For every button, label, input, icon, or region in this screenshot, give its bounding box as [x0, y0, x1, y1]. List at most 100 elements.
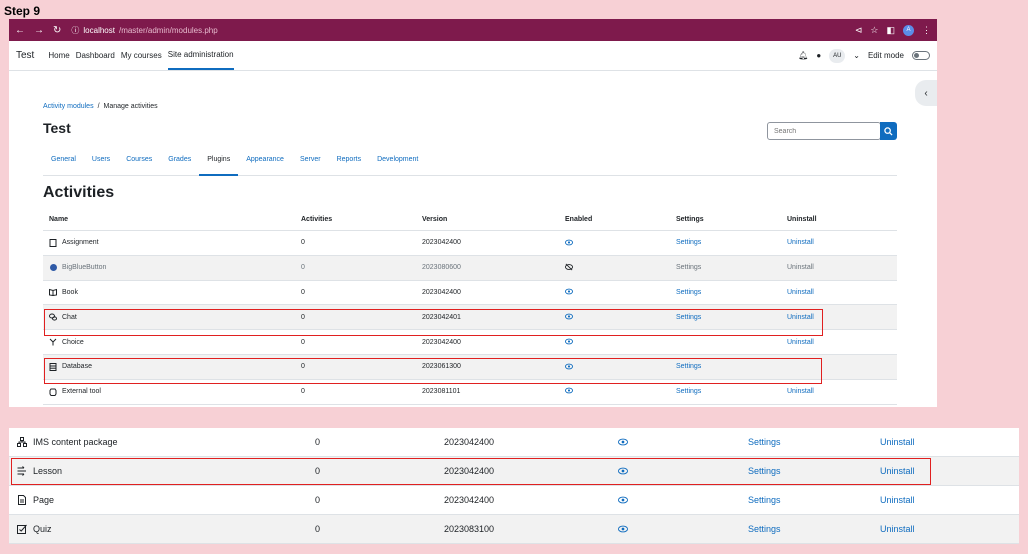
eye-slash-icon[interactable]: [565, 263, 573, 271]
settings-link[interactable]: Settings: [676, 363, 702, 371]
site-brand[interactable]: Test: [16, 50, 35, 61]
edit-mode-toggle[interactable]: [912, 51, 930, 60]
activities-count: 0: [315, 437, 321, 447]
nav-site-administration[interactable]: Site administration: [167, 41, 234, 70]
profile-avatar[interactable]: A: [903, 24, 914, 36]
eye-icon[interactable]: [565, 337, 573, 345]
tab-appearance[interactable]: Appearance: [246, 156, 284, 163]
version: 2023042400: [422, 338, 461, 346]
uninstall-link[interactable]: Uninstall: [880, 466, 915, 476]
tab-reports[interactable]: Reports: [336, 156, 362, 163]
ims-package-icon: [17, 437, 27, 447]
module-name: Lesson: [33, 466, 63, 476]
settings-link[interactable]: Settings: [676, 288, 702, 296]
url-host: localhost: [83, 25, 115, 35]
uninstall-link[interactable]: Uninstall: [787, 288, 814, 296]
header-uninstall: Uninstall: [787, 216, 817, 223]
eye-icon[interactable]: [618, 524, 628, 534]
database-icon: [49, 362, 57, 371]
eye-icon[interactable]: [565, 387, 573, 395]
uninstall-link[interactable]: Uninstall: [880, 437, 915, 447]
version: 2023042400: [444, 437, 495, 447]
eye-icon[interactable]: [618, 437, 628, 447]
back-icon[interactable]: ←: [15, 24, 25, 36]
breadcrumb-activity-modules[interactable]: Activity modules: [43, 103, 94, 110]
eye-icon[interactable]: [565, 362, 573, 370]
menu-kebab-icon[interactable]: ⋮: [922, 24, 931, 35]
settings-link[interactable]: Settings: [676, 239, 702, 247]
address-bar[interactable]: ⓘ localhost/master/admin/modules.php: [71, 25, 217, 36]
settings-link[interactable]: Settings: [748, 466, 781, 476]
eye-icon[interactable]: [565, 313, 573, 321]
module-name: Chat: [62, 313, 77, 321]
table-row: Assignment 0 2023042400 Settings Uninsta…: [43, 231, 897, 256]
forward-icon[interactable]: →: [34, 24, 44, 36]
nav-home[interactable]: Home: [48, 51, 70, 60]
section-title: Activities: [43, 184, 115, 201]
eye-icon[interactable]: [565, 238, 573, 246]
breadcrumb: Activity modules / Manage activities: [43, 103, 158, 110]
step-label: Step 9: [4, 4, 41, 18]
settings-link[interactable]: Settings: [676, 313, 702, 321]
version: 2023042400: [422, 288, 461, 296]
nav-dashboard[interactable]: Dashboard: [75, 51, 115, 60]
share-icon[interactable]: ⊲: [854, 24, 863, 35]
tab-plugins[interactable]: Plugins: [199, 150, 239, 176]
header-enabled: Enabled: [565, 216, 593, 223]
breadcrumb-separator: /: [97, 103, 100, 110]
uninstall-link[interactable]: Uninstall: [880, 524, 915, 534]
table-row: Page 0 2023042400 Settings Uninstall: [9, 486, 1019, 515]
table-row: BigBlueButton 0 2023080600 Settings Unin…: [43, 255, 897, 281]
uninstall-link[interactable]: Uninstall: [787, 313, 814, 321]
lesson-icon: [17, 466, 27, 476]
header-activities: Activities: [301, 216, 333, 223]
eye-icon[interactable]: [618, 466, 628, 476]
url-path: /master/admin/modules.php: [118, 25, 218, 35]
highlight-chat-row: [44, 309, 823, 336]
search-input[interactable]: [767, 122, 881, 140]
reload-icon[interactable]: ↻: [53, 24, 62, 36]
notification-bell-icon[interactable]: 🔔︎: [798, 51, 809, 60]
chat-icon: [49, 313, 57, 321]
settings-link[interactable]: Settings: [676, 388, 702, 396]
tab-development[interactable]: Development: [377, 156, 419, 163]
uninstall-link[interactable]: Uninstall: [787, 388, 814, 396]
tab-general[interactable]: General: [51, 156, 76, 163]
info-icon: ⓘ: [71, 25, 80, 35]
primary-navigation: Test Home Dashboard My courses Site admi…: [9, 41, 937, 71]
version: 2023042400: [444, 495, 495, 505]
block-drawer-chevron-icon[interactable]: ‹: [915, 80, 937, 106]
eye-icon[interactable]: [618, 495, 628, 505]
settings-link[interactable]: Settings: [748, 495, 781, 505]
tab-courses[interactable]: Courses: [126, 156, 153, 163]
settings-link[interactable]: Settings: [748, 524, 781, 534]
user-menu-chevron-icon[interactable]: ⌄: [853, 51, 860, 60]
activities-count: 0: [301, 288, 305, 296]
external-tool-icon: [49, 388, 57, 396]
nav-my-courses[interactable]: My courses: [120, 51, 162, 60]
tab-users[interactable]: Users: [91, 156, 111, 163]
eye-icon[interactable]: [565, 288, 573, 296]
tab-grades[interactable]: Grades: [168, 156, 192, 163]
search-icon: [884, 126, 893, 136]
header-settings: Settings: [676, 216, 704, 223]
uninstall-link[interactable]: Uninstall: [880, 495, 915, 505]
header-version: Version: [422, 216, 448, 223]
uninstall-link[interactable]: Uninstall: [787, 239, 814, 247]
module-name: Assignment: [62, 239, 99, 247]
activities-count: 0: [301, 313, 305, 321]
tab-server[interactable]: Server: [299, 156, 321, 163]
uninstall-link[interactable]: Uninstall: [787, 338, 814, 346]
user-avatar[interactable]: AU: [829, 48, 846, 63]
messages-icon[interactable]: ●: [816, 51, 822, 60]
activities-count: 0: [301, 239, 305, 247]
uninstall-link[interactable]: Uninstall: [787, 264, 814, 272]
settings-link[interactable]: Settings: [676, 264, 702, 272]
search-button[interactable]: [880, 122, 897, 140]
version: 2023080600: [422, 264, 461, 272]
activities-count: 0: [315, 495, 321, 505]
activities-count: 0: [301, 338, 305, 346]
settings-link[interactable]: Settings: [748, 437, 781, 447]
bookmark-star-icon[interactable]: ☆: [870, 24, 879, 35]
side-panel-icon[interactable]: ◧: [886, 24, 895, 35]
